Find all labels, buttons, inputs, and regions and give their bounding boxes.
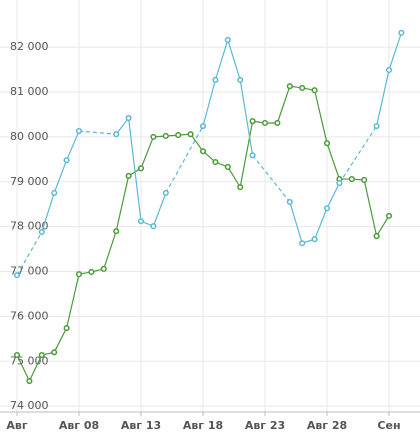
gap-bridge xyxy=(16,231,43,276)
data-point xyxy=(38,228,45,236)
data-point xyxy=(13,272,21,279)
data-point xyxy=(150,223,157,230)
gap-bridge xyxy=(165,125,204,194)
x-tick-label: Авг 18 xyxy=(183,419,223,432)
data-point xyxy=(373,123,380,130)
series-line xyxy=(41,32,402,245)
data-point xyxy=(299,84,306,92)
data-point xyxy=(212,76,219,83)
data-point xyxy=(323,205,331,212)
data-point xyxy=(38,351,45,359)
y-tick-label: 78 000 xyxy=(10,220,49,233)
data-point xyxy=(373,233,380,240)
data-point xyxy=(385,66,393,74)
data-point xyxy=(274,119,281,127)
x-tick-label: Авг 28 xyxy=(307,419,347,432)
data-point xyxy=(175,132,182,139)
data-point xyxy=(261,119,269,127)
data-point xyxy=(150,133,157,140)
y-tick-label: 82 000 xyxy=(10,40,49,53)
data-point xyxy=(323,140,331,147)
data-point xyxy=(187,131,194,138)
data-point xyxy=(88,268,95,276)
y-tick-label: 74 000 xyxy=(10,399,49,412)
y-tick-label: 81 000 xyxy=(10,85,49,98)
data-point xyxy=(125,172,132,179)
data-point xyxy=(361,176,368,184)
y-tick-label: 79 000 xyxy=(10,175,49,188)
data-point xyxy=(398,29,405,36)
data-point xyxy=(249,118,256,125)
data-point xyxy=(51,189,58,197)
data-point xyxy=(125,114,132,122)
x-tick-label: Авг 08 xyxy=(59,419,99,432)
data-point xyxy=(75,128,83,135)
data-point xyxy=(286,83,293,90)
data-point xyxy=(51,349,58,356)
data-point xyxy=(162,132,169,140)
data-point xyxy=(13,351,21,359)
data-point xyxy=(212,158,219,166)
data-point xyxy=(137,165,145,172)
data-point xyxy=(311,87,318,94)
data-point xyxy=(336,180,343,187)
gap-bridge xyxy=(78,130,117,135)
data-point xyxy=(162,189,169,197)
x-tick-label: Авг 13 xyxy=(121,419,161,432)
data-point xyxy=(249,152,256,159)
data-point xyxy=(100,265,107,272)
gap-bridge xyxy=(252,154,291,203)
data-point xyxy=(63,157,70,164)
y-tick-label: 80 000 xyxy=(10,130,49,143)
gap-bridge xyxy=(338,125,378,184)
data-point xyxy=(75,271,83,278)
y-tick-label: 76 000 xyxy=(10,309,49,322)
x-tick-label: Авг xyxy=(6,419,27,432)
data-point xyxy=(199,148,207,155)
x-tick-label: Сен xyxy=(377,419,400,432)
data-point xyxy=(224,36,231,43)
data-point xyxy=(224,163,231,171)
data-point xyxy=(385,212,393,219)
data-point xyxy=(286,198,293,206)
x-tick-label: Авг 23 xyxy=(245,419,285,432)
data-point xyxy=(63,325,70,332)
data-point xyxy=(137,218,145,225)
data-point xyxy=(199,123,207,130)
y-tick-label: 75 000 xyxy=(10,354,49,367)
data-point xyxy=(237,76,244,83)
data-point xyxy=(299,240,306,247)
data-point xyxy=(113,131,120,138)
data-point xyxy=(26,377,33,385)
data-point xyxy=(237,184,244,191)
data-point xyxy=(348,176,355,183)
data-point xyxy=(113,228,120,235)
data-point xyxy=(311,236,318,243)
